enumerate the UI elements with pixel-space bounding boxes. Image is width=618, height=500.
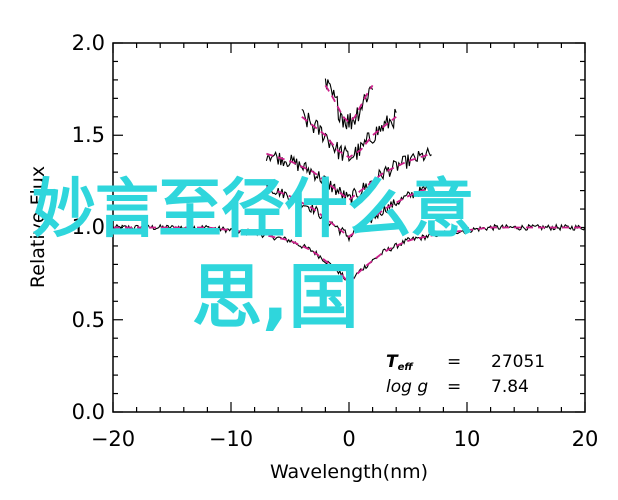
y-tick-label: 0.0	[72, 400, 105, 424]
model-fit-line	[266, 186, 432, 238]
y-tick-label: 1.0	[72, 215, 105, 239]
teff-label: Teff	[386, 352, 414, 373]
observed-spectrum-line	[112, 223, 586, 287]
y-tick-label: 0.5	[72, 308, 105, 332]
x-tick-label: 20	[572, 427, 599, 451]
logg-label: log g	[386, 377, 428, 397]
y-tick-label: 1.5	[72, 123, 105, 147]
y-axis-title: Relative Flux	[27, 166, 49, 288]
x-tick-label: −20	[91, 427, 135, 451]
x-tick-label: 0	[342, 427, 355, 451]
x-tick-label: 10	[454, 427, 481, 451]
observed-spectrum-line	[301, 108, 397, 162]
model-fit-lines	[113, 84, 585, 285]
model-fit-line	[113, 226, 585, 285]
model-fit-line	[266, 152, 432, 201]
teff-value: 27051	[491, 352, 545, 372]
x-axis-title: Wavelength(nm)	[270, 461, 428, 483]
overlay-caption-line1: 妙言至径什么意	[32, 173, 474, 247]
y-tick-label: 2.0	[72, 31, 105, 55]
overlay-caption-line2: 思,国	[192, 256, 359, 338]
teff-equals: =	[447, 352, 461, 372]
model-fit-line	[301, 116, 397, 159]
x-tick-label: −10	[209, 427, 253, 451]
logg-equals: =	[447, 377, 461, 397]
observed-spectrum-line	[324, 78, 374, 130]
observed-spectrum-line	[265, 146, 432, 205]
plot-frame	[112, 42, 586, 413]
logg-value: 7.84	[491, 377, 529, 397]
observed-spectrum-line	[266, 182, 433, 243]
model-fit-line	[324, 84, 374, 124]
observed-spectra	[112, 78, 586, 287]
